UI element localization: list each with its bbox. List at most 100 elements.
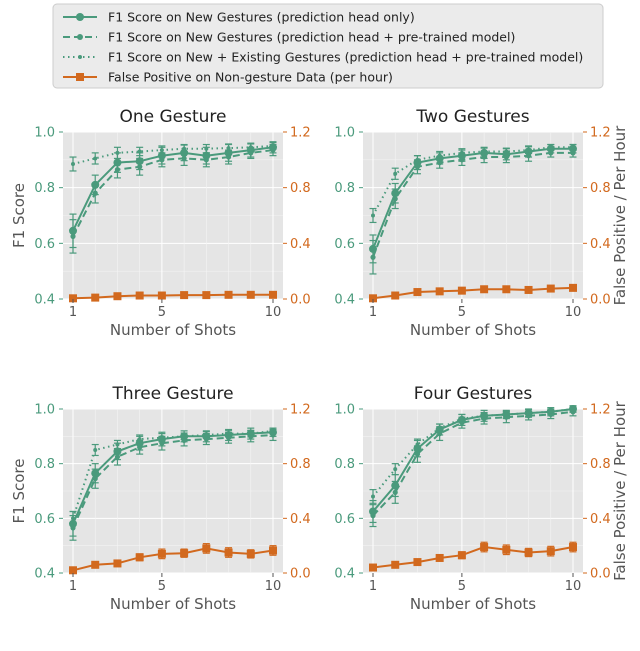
xtick-label: 1: [69, 305, 77, 320]
ytick-left-label: 0.6: [334, 512, 355, 527]
y-axis-label: F1 Score: [10, 183, 28, 248]
series-2-point: [203, 157, 209, 163]
series-4-point: [157, 291, 166, 300]
series-2-point: [114, 454, 121, 460]
ytick-left-label: 1.0: [34, 403, 55, 418]
series-4-line: [372, 545, 574, 569]
series-4-point: [391, 291, 400, 300]
series-3-point: [93, 156, 98, 161]
series-2-point: [459, 157, 465, 163]
series-2-point: [437, 160, 443, 166]
legend-marker-1: [77, 34, 83, 40]
series-4-point: [569, 283, 577, 292]
series-3-point: [204, 432, 209, 437]
xtick-label: 5: [458, 579, 466, 594]
series-4-point: [202, 544, 211, 553]
series-3-point: [459, 416, 464, 421]
legend-label-0: F1 Score on New Gestures (prediction hea…: [108, 10, 415, 25]
series-3-point: [226, 146, 231, 151]
series-3-point: [226, 431, 231, 436]
series-3-point: [504, 149, 509, 154]
series-4-point: [180, 549, 189, 558]
ytick-left-label: 0.8: [34, 457, 55, 472]
series-3-point: [504, 412, 509, 417]
series-4-point: [391, 560, 400, 569]
ytick-right-label: 1.2: [290, 403, 311, 418]
series-3-point: [437, 426, 442, 431]
series-3-point: [115, 442, 120, 447]
series-4-point: [369, 563, 377, 572]
series-2-point: [503, 154, 509, 160]
panel-3: 0.4 0.6 0.8 1.0 0.0 0.4 0.8 1.2 1 5 10 Three Gestur…: [10, 384, 311, 613]
ytick-left-label: 1.0: [334, 403, 355, 418]
ytick-left-label: 0.8: [334, 181, 355, 196]
legend-box: [52, 3, 604, 89]
series-2-point: [70, 233, 76, 239]
ytick-right-label: 0.0: [590, 567, 611, 582]
ytick-right-label: 0.8: [590, 457, 611, 472]
series-2-point: [114, 166, 121, 173]
series-4-point: [69, 294, 77, 303]
series-2-point: [370, 513, 376, 519]
series-4-point: [546, 547, 555, 556]
legend: F1 Score on New Gestures (prediction hea…: [52, 3, 604, 89]
y-axis-right-label: False Positive / Per Hour: [611, 400, 629, 580]
panel-title: Four Gestures: [414, 384, 533, 404]
xtick-label: 1: [369, 579, 377, 594]
series-2-point: [225, 154, 232, 160]
ytick-right-label: 0.0: [590, 293, 611, 308]
series-3-point: [93, 448, 98, 452]
series-4-point: [502, 285, 511, 294]
series-4-point: [91, 293, 100, 302]
xtick-label: 1: [369, 305, 377, 320]
xtick-label: 10: [565, 305, 582, 320]
series-3-point: [415, 442, 420, 447]
series-3-point: [71, 162, 75, 167]
ytick-left-label: 0.6: [34, 512, 55, 527]
series-1-line: [72, 146, 274, 232]
series-3-line: [372, 146, 573, 216]
xtick-label: 5: [158, 579, 166, 594]
series-4-point: [135, 553, 144, 562]
series-3-point: [204, 146, 209, 151]
series-3-point: [182, 434, 187, 439]
series-4-point: [413, 288, 422, 297]
series-4-point: [113, 292, 122, 301]
series-3-point: [182, 146, 187, 151]
series-3-point: [159, 435, 164, 440]
ytick-left-label: 0.8: [34, 181, 55, 196]
series-4-point: [480, 285, 489, 294]
series-4-point: [157, 549, 166, 558]
series-4-point: [569, 543, 577, 552]
ytick-left-label: 0.4: [334, 293, 355, 308]
series-4-point: [435, 553, 444, 562]
panel-title: One Gesture: [119, 107, 226, 127]
xtick-label: 1: [69, 579, 77, 594]
series-3-point: [71, 516, 75, 521]
series-2-point: [137, 444, 143, 450]
series-3-point: [371, 494, 375, 499]
panel-title: Two Gestures: [415, 107, 529, 127]
xtick-label: 10: [265, 305, 282, 320]
legend-label-2: F1 Score on New + Existing Gestures (pre…: [108, 50, 583, 65]
series-4-line: [72, 547, 274, 572]
series-2-line: [72, 149, 274, 237]
series-3-point: [137, 149, 142, 154]
ytick-left-label: 0.4: [34, 293, 55, 308]
series-2-point: [159, 157, 165, 163]
ytick-right-label: 0.8: [290, 457, 311, 472]
series-3-point: [115, 150, 120, 155]
series-3-point: [393, 467, 398, 472]
ytick-right-label: 0.0: [290, 293, 311, 308]
ytick-right-label: 0.8: [590, 181, 611, 196]
series-3-line: [372, 408, 574, 498]
ytick-left-label: 0.8: [334, 457, 355, 472]
series-4-point: [546, 284, 555, 293]
panel-title: Three Gesture: [111, 384, 233, 404]
series-3-point: [393, 171, 398, 176]
x-axis-label: Number of Shots: [410, 595, 536, 613]
series-3-point: [548, 409, 553, 414]
series-4-point: [524, 548, 533, 557]
legend-marker-3: [76, 73, 84, 81]
chart-panels: 0.4 0.6 0.8 1.0 0.0 0.4 0.8 1.2 1 5 10 One Gesture N…: [10, 107, 629, 613]
